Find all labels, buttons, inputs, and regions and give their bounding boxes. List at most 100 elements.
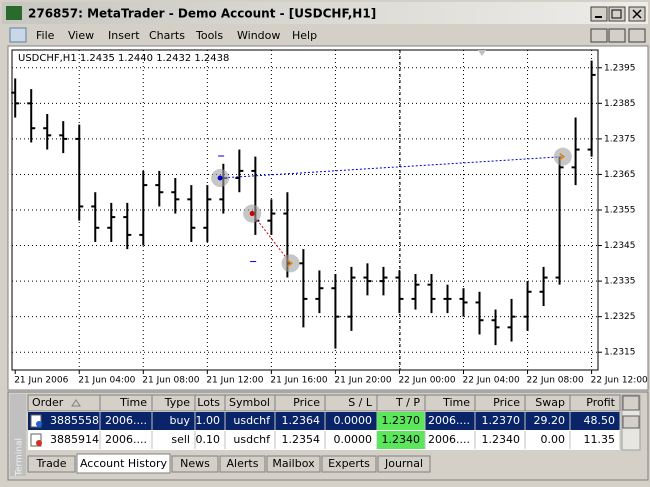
menu-item[interactable]: Tools	[195, 29, 223, 42]
table-cell: 1.00	[196, 414, 221, 427]
trade-open-dot	[217, 175, 223, 181]
tab[interactable]	[377, 455, 431, 473]
menu-item[interactable]: Help	[292, 29, 317, 42]
column-header-label: Price	[293, 396, 320, 409]
column-header-label: S / L	[348, 396, 373, 409]
tab[interactable]	[27, 455, 76, 473]
x-tick-label: 22 Jun 08:00	[527, 376, 584, 386]
table-cell: 1.2370	[482, 414, 521, 427]
x-tick-label: 21 Jun 16:00	[270, 376, 327, 386]
column-header-label: Time	[119, 396, 147, 409]
tp-cell	[377, 412, 425, 430]
order-icon-dot	[36, 421, 42, 427]
mdi-buttons[interactable]	[590, 28, 646, 43]
table-cell: 0.10	[196, 433, 221, 446]
table-cell: 29.20	[534, 414, 566, 427]
column-header[interactable]	[569, 394, 621, 412]
table-cell: 0.00	[541, 433, 566, 446]
y-tick-label: 1.2375	[604, 134, 636, 144]
chart: 1.2315 1.2325 1.2335 1.2345 1.2355 1.2365 1.23…	[11, 50, 648, 386]
y-tick-label: 1.2395	[604, 63, 636, 73]
table-cell: 0.0000	[334, 433, 373, 446]
mdi-close[interactable]	[628, 28, 646, 43]
orders-table: Order Time Type Lots Symbol Price S / L T / P Ti…	[27, 394, 621, 450]
table-row[interactable]	[28, 431, 620, 449]
chart-panel	[7, 45, 649, 391]
table-cell: usdchf	[233, 414, 271, 427]
tab-label: Alerts	[227, 457, 259, 470]
column-header-label: Swap	[535, 396, 565, 409]
order-icon	[30, 414, 42, 428]
column-header-label: T / P	[395, 396, 420, 409]
table-cell: 48.50	[584, 414, 616, 427]
chart-info: USDCHF,H1 1.2435 1.2440 1.2432 1.2438	[18, 53, 229, 64]
tab-label: Account History	[80, 457, 168, 470]
menu-item[interactable]: Charts	[149, 29, 185, 42]
x-tick-label: 22 Jun 00:00	[398, 376, 455, 386]
trade-close-arrow	[559, 153, 566, 161]
column-header-label: Lots	[197, 396, 220, 409]
table-cell: 0.0000	[334, 414, 373, 427]
trade-line	[251, 213, 291, 264]
y-tick-label: 1.2385	[604, 99, 636, 109]
order-icon-dot	[36, 440, 42, 446]
menu-bar: File View Insert Charts Tools Window Help	[36, 29, 317, 42]
menu-item[interactable]: Window	[237, 29, 280, 42]
trade-line	[220, 156, 563, 179]
tp-cell	[377, 431, 425, 449]
tab-label: Experts	[328, 457, 370, 470]
trade-close-arrow	[287, 259, 293, 267]
column-header-label: Price	[493, 396, 520, 409]
tab-bar: Trade Account History News Alerts Mailbox Exp…	[27, 453, 431, 474]
x-tick-label: 21 Jun 2006	[14, 376, 68, 386]
shift-marker	[478, 50, 486, 56]
menu-item[interactable]: View	[68, 29, 94, 42]
tab-label: Trade	[35, 457, 66, 470]
column-header-label: Time	[442, 396, 470, 409]
order-icon	[30, 433, 42, 447]
terminal-strip	[10, 394, 26, 476]
y-tick-label: 1.2365	[604, 170, 636, 180]
table-cell: 1.2354	[282, 433, 321, 446]
table-cell: 11.35	[584, 433, 616, 446]
table-cell: sell	[171, 433, 190, 446]
tab[interactable]	[76, 453, 171, 474]
y-tick-label: 1.2325	[604, 312, 636, 322]
y-tick-label: 1.2315	[604, 348, 636, 358]
table-cell: 1.2370	[382, 414, 421, 427]
scroll-up[interactable]	[622, 395, 640, 411]
table-row[interactable]	[28, 412, 620, 430]
column-header-label: Type	[164, 396, 190, 409]
table-cell: 1.2340	[382, 433, 421, 446]
scroll-thumb[interactable]	[622, 415, 640, 429]
mdi-restore[interactable]	[608, 28, 626, 43]
tab[interactable]	[171, 455, 219, 473]
table-cell: 1.2364	[282, 414, 321, 427]
x-tick-label: 21 Jun 12:00	[206, 376, 263, 386]
tab[interactable]	[219, 455, 266, 473]
y-tick-label: 1.2345	[604, 241, 636, 251]
y-tick-label: 1.2355	[604, 206, 636, 216]
maximize-button[interactable]	[608, 6, 626, 22]
tab-label: Mailbox	[272, 457, 315, 470]
tab-label: News	[180, 457, 210, 470]
column-header-label: Symbol	[229, 396, 270, 409]
tab[interactable]	[321, 455, 377, 473]
menu-item[interactable]: File	[36, 29, 55, 42]
table-cell: usdchf	[233, 433, 271, 446]
window-buttons[interactable]	[590, 6, 646, 22]
table-cell: 2006....	[428, 433, 470, 446]
x-tick-label: 22 Jun 12:00	[591, 376, 648, 386]
tab-label: Journal	[384, 457, 423, 470]
sort-arrow	[71, 399, 81, 407]
minimize-button[interactable]	[590, 6, 608, 22]
x-tick-label: 21 Jun 08:00	[142, 376, 199, 386]
table-cell: 3885558	[50, 414, 99, 427]
menu-item[interactable]: Insert	[108, 29, 140, 42]
terminal-label: Terminal	[15, 438, 25, 477]
doc-icon	[9, 27, 27, 43]
mdi-minimize[interactable]	[590, 28, 608, 43]
tab[interactable]	[266, 455, 321, 473]
x-tick-label: 22 Jun 04:00	[463, 376, 520, 386]
